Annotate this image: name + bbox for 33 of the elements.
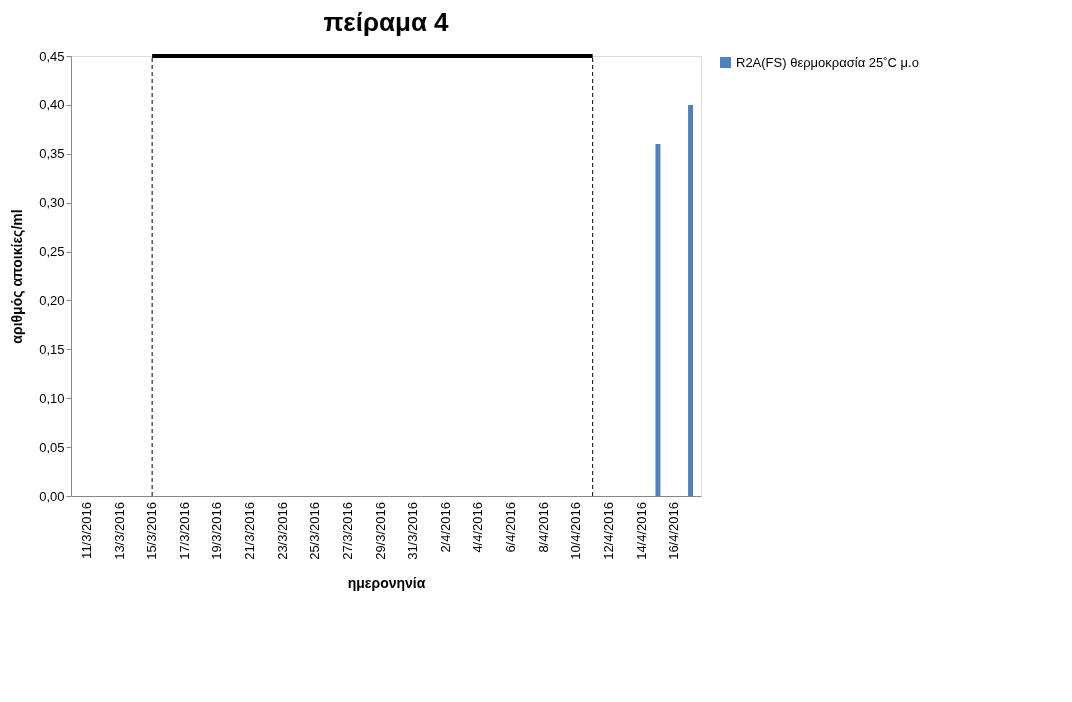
x-tick-label: 23/3/2016: [274, 502, 290, 560]
x-tick-label: 31/3/2016: [405, 502, 421, 560]
x-tick-label: 6/4/2016: [503, 502, 519, 553]
x-tick-label: 8/4/2016: [535, 502, 551, 553]
x-tick-label: 12/4/2016: [600, 502, 616, 560]
y-axis-title: αριθμός αποικίες/ml: [9, 209, 26, 344]
x-tick-label: 13/3/2016: [111, 502, 127, 560]
x-tick-label: 15/3/2016: [144, 502, 160, 560]
x-tick-label: 21/3/2016: [242, 502, 258, 560]
x-axis-title: ημερονηνία: [347, 574, 426, 591]
chart-title: πείραμα 4: [323, 7, 450, 37]
y-tick-label: 0,15: [39, 341, 65, 357]
x-tick-label: 19/3/2016: [209, 502, 225, 560]
y-tick-label: 0,25: [39, 244, 65, 260]
x-tick-label: 16/4/2016: [666, 502, 682, 560]
y-tick-label: 0,45: [39, 48, 65, 64]
y-tick-label: 0,20: [39, 292, 65, 308]
y-tick-label: 0,05: [39, 439, 65, 455]
x-tick-label: 11/3/2016: [78, 502, 94, 559]
y-tick-label: 0,40: [39, 97, 65, 113]
x-tick-label: 2/4/2016: [437, 502, 453, 553]
x-tick-label: 25/3/2016: [307, 502, 323, 560]
y-tick-label: 0,00: [39, 488, 65, 504]
x-tick-label: 17/3/2016: [176, 502, 192, 560]
y-tick-label: 0,10: [39, 390, 65, 406]
x-tick-label: 27/3/2016: [339, 502, 355, 560]
x-tick-label: 29/3/2016: [372, 502, 388, 560]
y-tick-label: 0,30: [39, 195, 65, 211]
y-tick-label: 0,35: [39, 146, 65, 162]
legend-label: R2A(FS) θερμοκρασία 25˚C μ.ο: [736, 54, 919, 70]
x-tick-label: 14/4/2016: [633, 502, 649, 560]
x-tick-label: 10/4/2016: [568, 502, 584, 560]
x-tick-label: 4/4/2016: [470, 502, 486, 553]
